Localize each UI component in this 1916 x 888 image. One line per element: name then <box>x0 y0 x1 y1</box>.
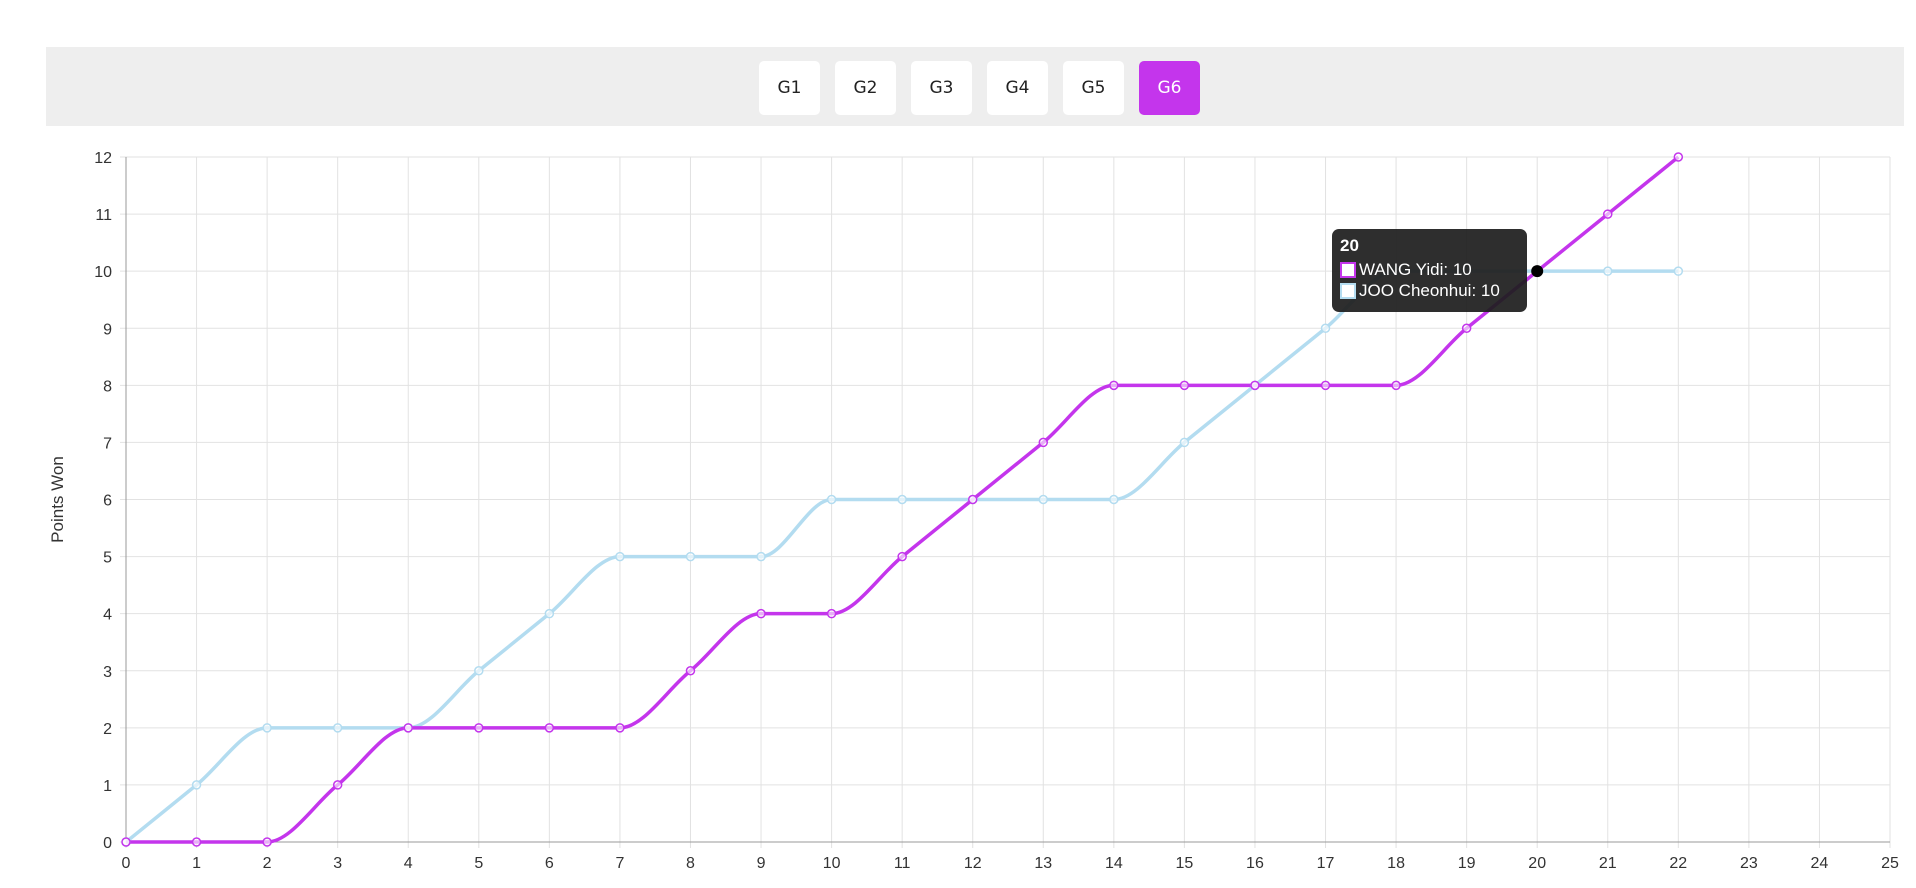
game-button-g4[interactable]: G4 <box>987 61 1048 115</box>
data-point-wang <box>332 780 343 790</box>
game-button-g3[interactable]: G3 <box>911 61 972 115</box>
x-tick-label: 14 <box>1105 855 1123 872</box>
data-point-joo <box>332 723 343 733</box>
tooltip-text-joo: JOO Cheonhui: 10 <box>1359 281 1500 300</box>
data-point-joo <box>474 666 484 676</box>
data-point-wang <box>191 837 202 847</box>
x-tick-label: 21 <box>1599 855 1617 872</box>
data-point-wang <box>967 494 978 505</box>
y-tick-label: 3 <box>103 664 112 681</box>
x-tick-label: 22 <box>1669 855 1687 872</box>
data-point-wang <box>1461 323 1472 333</box>
data-point-wang <box>897 551 907 562</box>
x-tick-label: 20 <box>1528 855 1546 872</box>
tooltip-text-wang: WANG Yidi: 10 <box>1359 260 1472 279</box>
x-tick-label: 13 <box>1034 855 1052 872</box>
chart-grid <box>120 156 1891 848</box>
data-point-wang <box>615 723 625 733</box>
tooltip-row-wang: WANG Yidi: 10 <box>1340 259 1519 280</box>
data-point-wang <box>1391 380 1401 391</box>
y-tick-label: 6 <box>103 493 112 510</box>
x-tick-label: 12 <box>964 855 982 872</box>
data-point-wang <box>826 608 837 619</box>
y-tick-label: 11 <box>95 207 112 224</box>
data-point-wang <box>262 837 272 847</box>
data-point-wang <box>1250 380 1260 391</box>
game-selector-bar <box>46 47 1904 126</box>
x-tick-label: 18 <box>1387 855 1405 872</box>
data-point-joo <box>262 723 272 733</box>
data-point-joo <box>1038 494 1049 505</box>
y-tick-label: 1 <box>103 778 112 795</box>
y-axis-title: Points Won <box>48 456 67 543</box>
x-tick-label: 16 <box>1246 855 1264 872</box>
x-tick-label: 15 <box>1176 855 1194 872</box>
data-point-wang <box>1603 209 1613 219</box>
game-button-g6[interactable]: G6 <box>1139 61 1200 115</box>
tooltip-swatch-wang <box>1340 261 1356 278</box>
data-point-wang <box>1038 437 1049 448</box>
data-point-wang <box>1320 380 1331 391</box>
chart-points <box>121 152 1684 847</box>
game-buttons: G1 G2 G3 G4 G5 G6 <box>759 61 1200 115</box>
x-tick-label: 3 <box>333 855 342 872</box>
chart-tooltip: 20 WANG Yidi: 10 JOO Cheonhui: 10 <box>1332 229 1527 312</box>
x-tick-label: 23 <box>1740 855 1758 872</box>
x-tick-label: 24 <box>1811 855 1829 872</box>
y-tick-label: 10 <box>94 264 112 281</box>
y-tick-label: 5 <box>103 550 112 567</box>
x-tick-label: 9 <box>757 855 766 872</box>
data-point-joo <box>1320 323 1331 333</box>
x-tick-label: 2 <box>263 855 272 872</box>
y-tick-label: 8 <box>103 378 112 395</box>
data-point-wang <box>544 723 555 733</box>
tooltip-swatch-joo <box>1340 282 1356 299</box>
tooltip-row-joo: JOO Cheonhui: 10 <box>1340 280 1519 301</box>
x-tick-label: 11 <box>894 855 911 872</box>
data-point-wang <box>1109 380 1119 391</box>
x-tick-label: 10 <box>823 855 841 872</box>
chart-axes: 0 1 2 3 4 5 6 7 8 9 10 11 12 13 14 15 16 17 18 19 20 21 22 23 24… <box>94 150 1899 872</box>
data-point-wang <box>1179 380 1190 391</box>
y-tick-label: 12 <box>94 150 112 167</box>
data-point-joo <box>1179 437 1190 448</box>
x-tick-label: 8 <box>686 855 695 872</box>
data-point-joo <box>897 494 907 505</box>
data-point-wang <box>121 837 131 847</box>
data-point-joo <box>685 551 696 562</box>
y-tick-label: 4 <box>103 607 112 624</box>
x-tick-label: 1 <box>192 855 201 872</box>
x-tick-label: 0 <box>122 855 131 872</box>
data-point-joo <box>1673 266 1684 276</box>
y-tick-label: 2 <box>103 721 112 738</box>
data-point-joo <box>826 494 837 505</box>
tooltip-title: 20 <box>1340 236 1359 255</box>
hovered-point <box>1531 265 1544 278</box>
game-button-g5[interactable]: G5 <box>1063 61 1124 115</box>
data-point-wang <box>685 666 696 676</box>
x-tick-label: 6 <box>545 855 554 872</box>
data-point-joo <box>756 551 766 562</box>
data-point-wang <box>403 723 413 733</box>
y-tick-label: 9 <box>103 321 112 338</box>
data-point-joo <box>544 608 555 619</box>
x-tick-label: 17 <box>1317 855 1335 872</box>
game-button-g2[interactable]: G2 <box>835 61 896 115</box>
y-tick-label: 7 <box>103 435 112 452</box>
game-button-g1[interactable]: G1 <box>759 61 820 115</box>
data-point-wang <box>474 723 484 733</box>
data-point-wang <box>756 608 766 619</box>
x-tick-label: 7 <box>615 855 624 872</box>
data-point-joo <box>1603 266 1613 276</box>
data-point-joo <box>191 780 202 790</box>
data-point-joo <box>615 551 625 562</box>
y-tick-label: 0 <box>103 835 112 852</box>
x-tick-label: 19 <box>1458 855 1476 872</box>
x-tick-label: 5 <box>474 855 483 872</box>
x-tick-label: 25 <box>1881 855 1899 872</box>
data-point-wang <box>1673 152 1684 162</box>
x-tick-label: 4 <box>404 855 413 872</box>
data-point-joo <box>1109 494 1119 505</box>
